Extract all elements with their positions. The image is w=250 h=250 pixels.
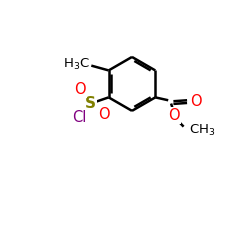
Text: O: O: [190, 94, 202, 109]
Text: Cl: Cl: [72, 110, 87, 124]
Text: O: O: [168, 108, 180, 123]
Text: $\mathregular{CH_3}$: $\mathregular{CH_3}$: [190, 122, 216, 138]
Text: S: S: [85, 96, 96, 111]
Text: O: O: [98, 107, 110, 122]
Text: $\mathregular{H_3C}$: $\mathregular{H_3C}$: [63, 57, 90, 72]
Text: O: O: [74, 82, 86, 97]
